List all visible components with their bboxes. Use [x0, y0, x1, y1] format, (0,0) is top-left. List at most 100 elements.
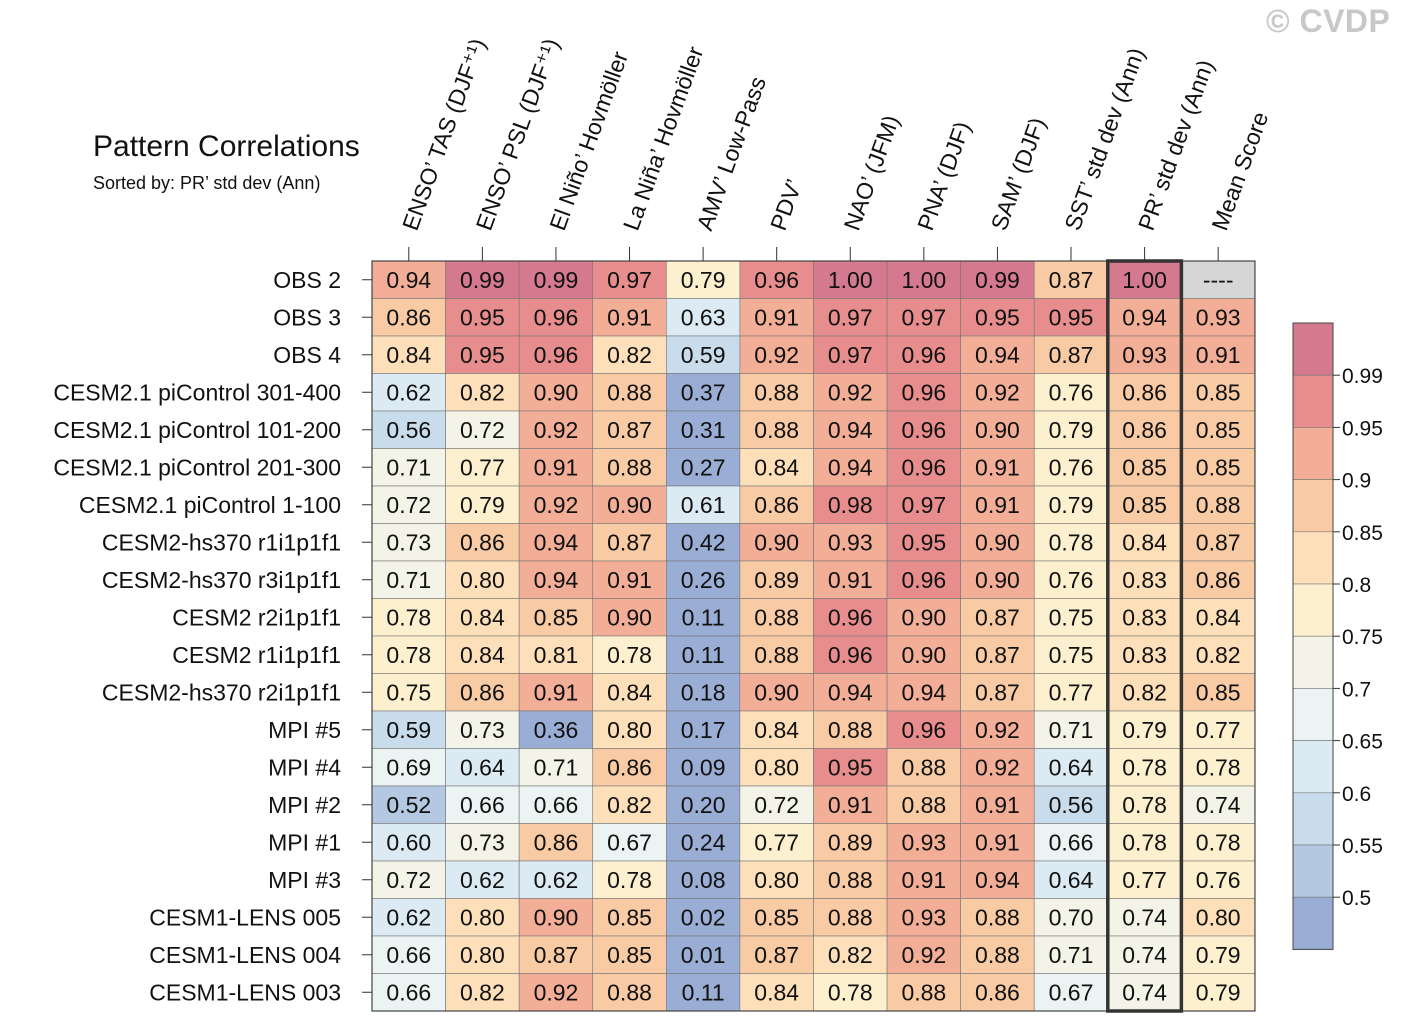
heatmap-cell	[739, 860, 814, 899]
heatmap-cell	[886, 260, 961, 299]
cell-label: 0.82	[828, 942, 873, 968]
cell-label: 0.99	[975, 267, 1020, 293]
cell-label: 0.77	[754, 829, 799, 855]
cell-label: 0.88	[607, 379, 652, 405]
cell-label: 0.94	[975, 342, 1020, 368]
colorbar-segment	[1292, 374, 1334, 428]
cell-label: 0.91	[975, 454, 1020, 480]
heatmap-cell	[1181, 298, 1256, 337]
heatmap-cell	[1181, 410, 1256, 449]
heatmap-cell	[518, 485, 594, 524]
cell-label: 0.79	[1196, 979, 1241, 1005]
heatmap-cell	[1107, 635, 1182, 674]
heatmap-cell	[1107, 560, 1182, 599]
cell-label: 0.86	[1196, 567, 1241, 593]
cell-label: 0.96	[901, 717, 946, 743]
heatmap-cell	[1107, 748, 1182, 787]
cell-label: 0.95	[828, 754, 873, 780]
cell-label: 0.91	[828, 792, 873, 818]
cell-label: 0.91	[901, 867, 946, 893]
cell-label: 0.88	[975, 942, 1020, 968]
cell-label: 0.62	[460, 867, 505, 893]
cell-label: 0.84	[386, 342, 431, 368]
row-label: CESM2.1 piControl 201-300	[53, 454, 341, 480]
column-label: ENSO’ TAS (DJF⁺¹)	[397, 35, 491, 234]
cell-label: 0.71	[1049, 942, 1094, 968]
heatmap-cell	[886, 598, 961, 637]
column-label: AMV’ Low-Pass	[691, 73, 771, 234]
heatmap-cell	[445, 673, 520, 712]
cell-label: 0.97	[607, 267, 652, 293]
cell-label: 0.24	[681, 829, 726, 855]
heatmap-cell	[518, 298, 594, 337]
heatmap-cell	[666, 898, 741, 937]
heatmap-cell	[960, 598, 1035, 637]
cell-label: 0.36	[534, 717, 579, 743]
row-label: OBS 2	[273, 267, 341, 293]
cell-label: 0.73	[460, 829, 505, 855]
cell-label: 0.84	[1196, 604, 1241, 630]
cell-label: 0.92	[534, 492, 579, 518]
row-label: CESM2.1 piControl 101-200	[53, 417, 341, 443]
row-label: MPI #4	[268, 754, 341, 780]
colorbar-label: 0.85	[1342, 522, 1383, 545]
heatmap-cell	[1033, 748, 1109, 787]
heatmap-cell	[666, 485, 741, 524]
heatmap-cell	[886, 635, 961, 674]
cell-label: 0.82	[1196, 642, 1241, 668]
cell-label: 0.97	[901, 304, 946, 330]
cell-label: 0.76	[1049, 379, 1094, 405]
cell-label: 0.18	[681, 679, 726, 705]
colorbar-label: 0.7	[1342, 678, 1371, 701]
colorbar-segment	[1292, 583, 1334, 637]
heatmap-cell	[445, 710, 520, 749]
heatmap-cell	[371, 823, 446, 862]
cell-label: 0.88	[754, 642, 799, 668]
cell-label: 0.76	[1049, 454, 1094, 480]
cell-label: 0.85	[754, 904, 799, 930]
heatmap-cell	[666, 448, 741, 487]
heatmap-cell	[886, 935, 961, 974]
heatmap-cell	[886, 560, 961, 599]
row-label: CESM2.1 piControl 301-400	[53, 379, 341, 405]
cell-label: 0.74	[1122, 942, 1167, 968]
cell-label: 0.90	[754, 529, 799, 555]
cell-label: 0.11	[682, 642, 725, 668]
heatmap-cell	[592, 410, 667, 449]
cell-label: 0.97	[828, 304, 873, 330]
cell-label: 0.78	[1122, 829, 1167, 855]
heatmap-cell	[1107, 298, 1182, 337]
heatmap-cell	[592, 523, 667, 562]
heatmap-cell	[960, 785, 1035, 824]
heatmap-cell	[739, 335, 814, 374]
heatmap-cell	[666, 673, 741, 712]
cell-label: 1.00	[828, 267, 873, 293]
cell-label: 0.80	[1196, 904, 1241, 930]
cell-label: 0.99	[534, 267, 579, 293]
cell-label: 0.60	[386, 829, 431, 855]
column-label: El Niño’ Hovmöller	[544, 48, 633, 234]
cell-label: 0.98	[828, 492, 873, 518]
cell-label: 0.85	[1196, 454, 1241, 480]
heatmap-cell	[592, 485, 667, 524]
heatmap-cell	[371, 560, 446, 599]
cell-label: 0.87	[1049, 342, 1094, 368]
heatmap-cell	[445, 485, 520, 524]
cell-label: 0.70	[1049, 904, 1094, 930]
heatmap-cell	[592, 898, 667, 937]
heatmap-cell	[1107, 598, 1182, 637]
heatmap-cell	[1181, 260, 1256, 299]
colorbar-label: 0.65	[1342, 731, 1383, 754]
colorbar-label: 0.5	[1342, 887, 1371, 910]
cell-label: 0.79	[460, 492, 505, 518]
heatmap-cell	[592, 710, 667, 749]
cell-label: 0.85	[1122, 454, 1167, 480]
cell-label: 0.84	[754, 979, 799, 1005]
cell-label: 0.20	[681, 792, 726, 818]
cell-label: 0.52	[386, 792, 431, 818]
heatmap-cell	[1107, 485, 1182, 524]
cell-label: 0.75	[1049, 642, 1094, 668]
cell-label: 0.92	[975, 754, 1020, 780]
cell-label: 0.64	[1049, 867, 1094, 893]
cell-label: 1.00	[901, 267, 946, 293]
